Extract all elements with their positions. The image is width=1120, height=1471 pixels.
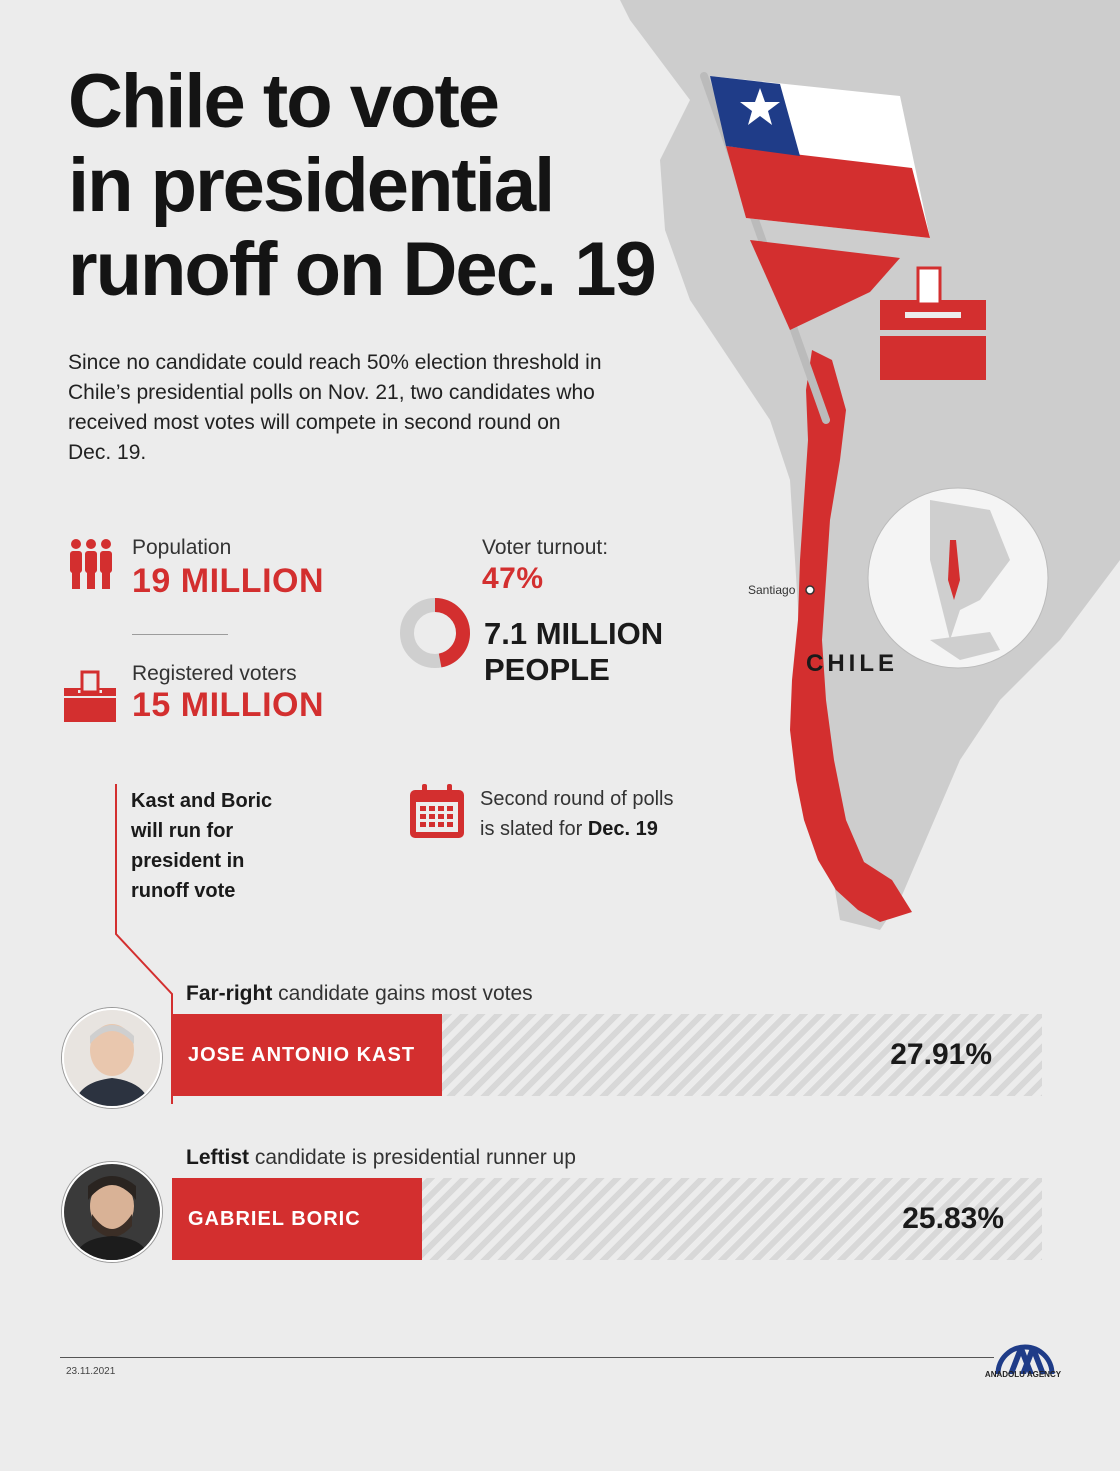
title-line-3: runoff on Dec. 19	[68, 227, 657, 312]
santiago-marker	[805, 585, 815, 595]
population-stat: Population 19 MILLION	[132, 536, 324, 601]
intro-paragraph: Since no candidate could reach 50% elect…	[68, 351, 602, 464]
boric-caption-rest: candidate is presidential runner up	[249, 1146, 576, 1169]
kast-caption-bold: Far-right	[186, 982, 273, 1005]
boric-caption-bold: Leftist	[186, 1146, 249, 1169]
kast-percent: 27.91%	[890, 1038, 992, 1071]
boric-percent: 25.83%	[902, 1202, 1004, 1235]
title-line-2: in presidential	[68, 143, 555, 228]
turnout-value: 47%	[482, 562, 544, 595]
chile-shape	[790, 350, 912, 922]
population-value: 19 MILLION	[132, 562, 325, 600]
second-round-date: Dec. 19	[587, 818, 658, 840]
candidates-note-line3: president in	[131, 850, 245, 872]
second-round-prefix: is slated for	[480, 818, 588, 840]
title-line-1: Chile to vote	[68, 59, 500, 144]
people-icon	[70, 539, 112, 589]
turnout-stat: Voter turnout: 47%	[482, 536, 608, 596]
kast-bar-fill	[172, 1014, 442, 1096]
registered-voters-value: 15 MILLION	[132, 686, 325, 724]
boric-name: GABRIEL BORIC	[188, 1208, 361, 1230]
kast-caption: Far-right candidate gains most votes	[186, 982, 533, 1006]
candidates-note-line4: runoff vote	[131, 880, 236, 902]
candidates-note: Kast and Boric will run for president in…	[131, 786, 331, 906]
candidates-note-line1: Kast and Boric	[131, 790, 273, 812]
stat-divider	[132, 634, 228, 635]
boric-portrait-icon	[64, 1164, 160, 1260]
turnout-people-line2: PEOPLE	[484, 652, 610, 687]
turnout-people: 7.1 MILLION PEOPLE	[484, 616, 724, 688]
boric-caption: Leftist candidate is presidential runner…	[186, 1146, 576, 1170]
turnout-people-line1: 7.1 MILLION	[484, 616, 664, 651]
population-label: Population	[132, 536, 232, 559]
logo-text: ANADOLU AGENCY	[984, 1370, 1062, 1379]
candidates-note-line2: will run for	[131, 820, 234, 842]
registered-voters-stat: Registered voters 15 MILLION	[132, 662, 324, 725]
footer-divider	[60, 1357, 994, 1358]
kast-avatar	[62, 1008, 162, 1108]
globe-icon	[867, 487, 1049, 669]
turnout-donut-chart	[400, 598, 470, 668]
boric-avatar	[62, 1162, 162, 1262]
registered-voters-label: Registered voters	[132, 662, 297, 685]
anadolu-agency-logo-icon	[995, 1344, 1055, 1375]
kast-portrait-icon	[64, 1010, 160, 1106]
turnout-label: Voter turnout:	[482, 536, 609, 559]
kast-bar-track: JOSE ANTONIO KAST 27.91%	[172, 1014, 1042, 1096]
footer-date: 23.11.2021	[66, 1366, 116, 1377]
ballot-box-small-icon	[64, 670, 116, 722]
boric-bar-fill	[172, 1178, 422, 1260]
second-round-line2: is slated for Dec. 19	[480, 814, 740, 844]
turnout-donut-fill	[400, 598, 470, 668]
second-round-note: Second round of polls is slated for Dec.…	[480, 784, 740, 844]
south-america-landmass	[620, 0, 1120, 930]
second-round-line1: Second round of polls	[480, 788, 674, 810]
chile-label: CHILE	[806, 650, 898, 677]
kast-name: JOSE ANTONIO KAST	[188, 1044, 416, 1066]
page-title: Chile to vote in presidential runoff on …	[68, 60, 708, 312]
santiago-label: Santiago	[748, 583, 796, 597]
ballot-box-icon	[880, 266, 986, 380]
chile-flag-icon	[710, 76, 930, 330]
boric-bar-track: GABRIEL BORIC 25.83%	[172, 1178, 1042, 1260]
kast-caption-rest: candidate gains most votes	[272, 982, 533, 1005]
calendar-icon	[410, 784, 464, 838]
